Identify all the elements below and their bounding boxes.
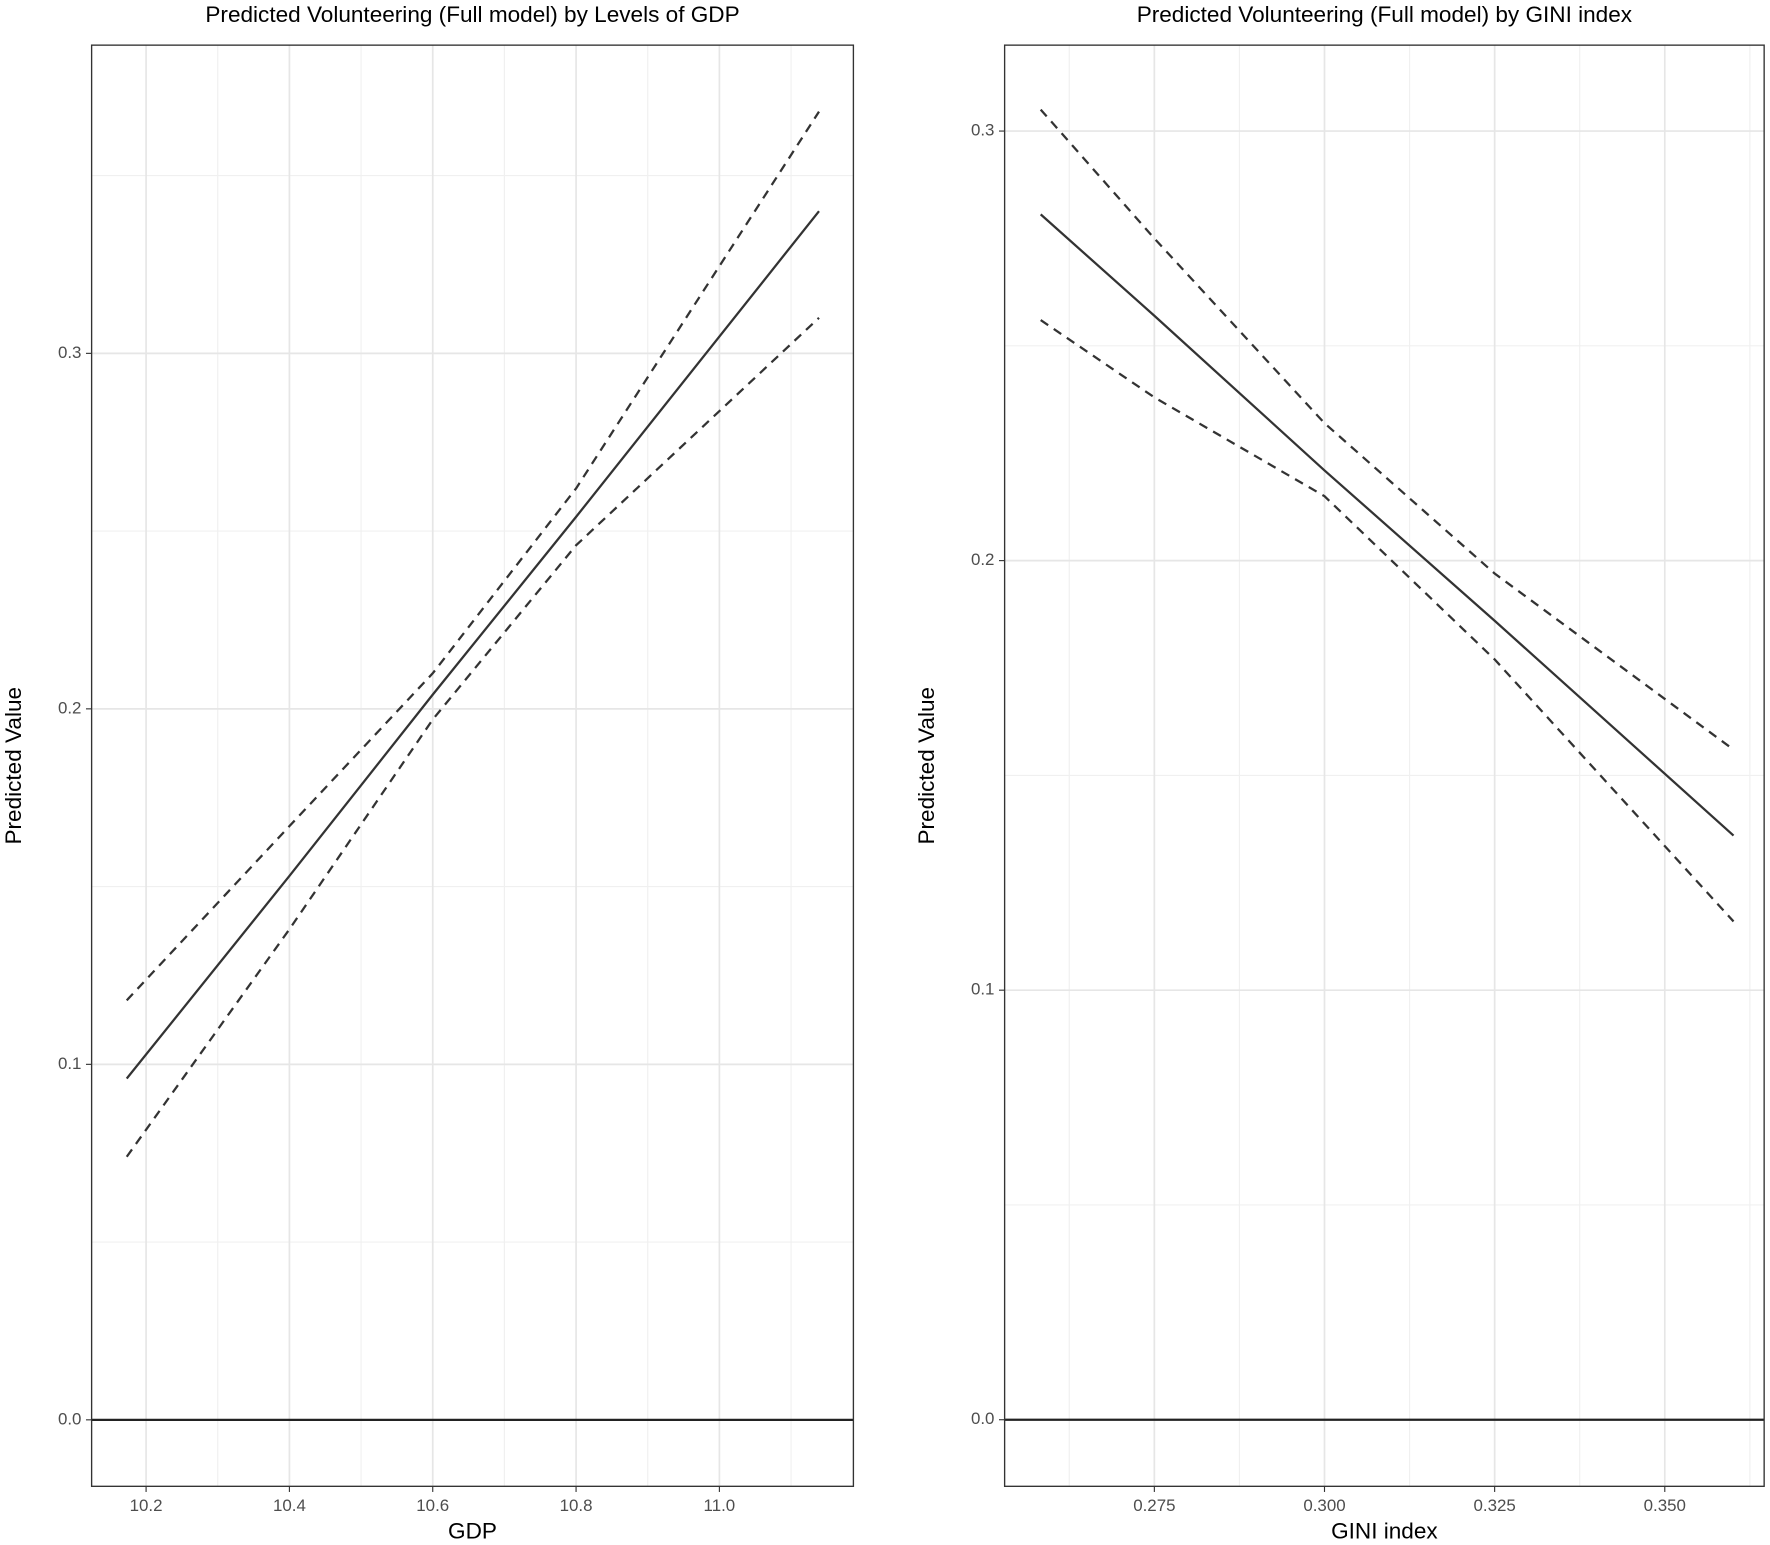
y-tick-label: 0.1 [971,980,995,999]
y-axis-title: Predicted Value [914,687,939,845]
x-tick-label: 10.2 [130,1496,163,1515]
plot-border [90,44,855,1487]
confidence-line [1039,108,1735,751]
x-axis-title: GINI index [1331,1519,1438,1544]
y-tick-label: 0.3 [971,121,995,140]
x-tick-label: 10.8 [560,1496,593,1515]
y-tick-label: 0.1 [58,1054,82,1073]
confidence-line [125,316,820,1158]
x-tick-label: 10.6 [416,1496,449,1515]
x-tick-label: 0.350 [1644,1496,1686,1515]
confidence-line [1040,319,1735,923]
y-tick-label: 0.0 [971,1409,995,1428]
prediction-line [125,210,820,1080]
confidence-line [125,111,820,1002]
y-axis-title: Predicted Value [1,687,26,845]
prediction-line [1039,213,1735,837]
x-tick-label: 0.300 [1303,1496,1345,1515]
chart-title: Predicted Volunteering (Full model) by G… [1137,2,1633,27]
x-tick-label: 11.0 [704,1496,736,1515]
x-tick-label: 10.4 [273,1496,306,1515]
x-tick-label: 0.325 [1473,1496,1515,1515]
y-tick-label: 0.0 [58,1409,82,1428]
chart-title: Predicted Volunteering (Full model) by L… [205,2,739,27]
plot-border [1003,44,1765,1487]
y-tick-label: 0.2 [971,550,995,569]
x-tick-label: 0.275 [1133,1496,1175,1515]
x-axis-title: GDP [448,1519,497,1544]
y-tick-label: 0.3 [58,343,82,362]
y-tick-label: 0.2 [58,698,82,717]
